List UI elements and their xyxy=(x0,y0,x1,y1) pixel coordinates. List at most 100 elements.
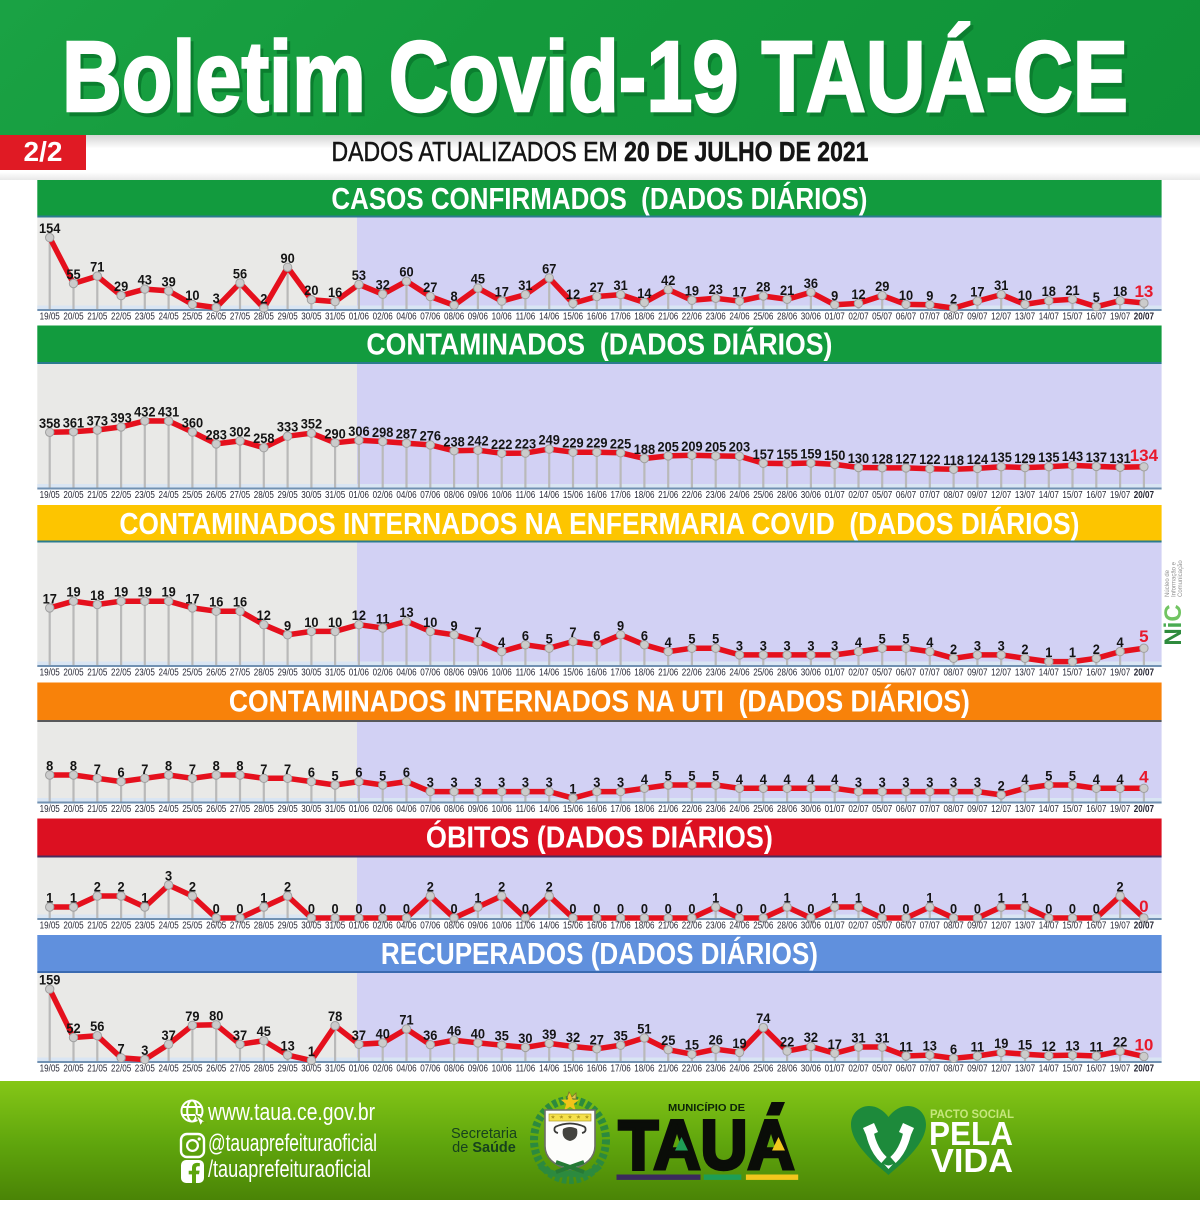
svg-text:5: 5 xyxy=(379,768,387,784)
svg-text:4: 4 xyxy=(1117,635,1125,651)
svg-text:287: 287 xyxy=(396,426,417,442)
svg-text:31: 31 xyxy=(875,1030,890,1046)
svg-text:8: 8 xyxy=(236,758,243,774)
svg-text:/tauaprefeituraoficial: /tauaprefeituraoficial xyxy=(208,1156,371,1183)
svg-text:155: 155 xyxy=(776,447,798,463)
svg-text:20/07: 20/07 xyxy=(1134,489,1154,500)
svg-text:01/07: 01/07 xyxy=(825,310,845,321)
svg-text:14/06: 14/06 xyxy=(539,310,559,321)
svg-text:04/06: 04/06 xyxy=(396,310,416,321)
svg-text:25/05: 25/05 xyxy=(182,310,202,321)
svg-text:Secretaria: Secretaria xyxy=(451,1126,518,1142)
svg-text:21/05: 21/05 xyxy=(87,666,107,677)
svg-text:26/05: 26/05 xyxy=(206,919,226,930)
svg-text:2: 2 xyxy=(998,778,1005,794)
svg-text:07/07: 07/07 xyxy=(920,919,940,930)
svg-text:276: 276 xyxy=(420,428,441,444)
svg-text:28/05: 28/05 xyxy=(254,1062,274,1073)
svg-text:238: 238 xyxy=(443,434,464,450)
svg-text:30/06: 30/06 xyxy=(801,310,821,321)
svg-text:14/07: 14/07 xyxy=(1039,1062,1059,1073)
svg-text:5: 5 xyxy=(879,631,887,647)
svg-text:26/05: 26/05 xyxy=(206,803,226,814)
svg-text:12: 12 xyxy=(1042,1039,1056,1055)
svg-text:1: 1 xyxy=(1021,890,1029,906)
svg-text:15/07: 15/07 xyxy=(1062,803,1082,814)
svg-text:Informação e: Informação e xyxy=(1172,561,1178,597)
svg-text:4: 4 xyxy=(641,771,649,787)
svg-text:4: 4 xyxy=(831,771,839,787)
svg-text:11/06: 11/06 xyxy=(516,1062,536,1073)
svg-text:6: 6 xyxy=(641,628,648,644)
svg-text:13/07: 13/07 xyxy=(1015,310,1035,321)
svg-text:12/07: 12/07 xyxy=(991,310,1011,321)
svg-text:4: 4 xyxy=(760,771,768,787)
svg-text:118: 118 xyxy=(943,452,964,468)
svg-text:90: 90 xyxy=(280,250,294,266)
svg-text:0: 0 xyxy=(736,901,743,917)
svg-text:0: 0 xyxy=(950,901,957,917)
svg-text:22/06: 22/06 xyxy=(682,1062,702,1073)
svg-text:11/06: 11/06 xyxy=(516,489,536,500)
svg-text:30/06: 30/06 xyxy=(801,1062,821,1073)
svg-text:24/05: 24/05 xyxy=(159,919,179,930)
svg-text:37: 37 xyxy=(233,1027,247,1043)
svg-text:30/05: 30/05 xyxy=(301,310,321,321)
svg-text:07/06: 07/06 xyxy=(420,919,440,930)
svg-text:2: 2 xyxy=(118,879,125,895)
svg-text:53: 53 xyxy=(352,267,366,283)
svg-text:3: 3 xyxy=(807,638,814,654)
svg-text:30: 30 xyxy=(518,1030,532,1046)
svg-text:19: 19 xyxy=(685,283,699,299)
svg-text:30/05: 30/05 xyxy=(301,489,321,500)
svg-text:298: 298 xyxy=(372,425,393,441)
svg-text:www.taua.ce.gov.br: www.taua.ce.gov.br xyxy=(207,1099,375,1126)
svg-text:2: 2 xyxy=(189,879,196,895)
svg-text:79: 79 xyxy=(185,1008,199,1024)
svg-text:22/05: 22/05 xyxy=(111,489,131,500)
svg-text:16: 16 xyxy=(209,594,223,610)
svg-text:19: 19 xyxy=(114,584,128,600)
svg-text:23/05: 23/05 xyxy=(135,1062,155,1073)
svg-text:67: 67 xyxy=(542,261,556,277)
svg-text:13: 13 xyxy=(399,604,413,620)
svg-text:01/06: 01/06 xyxy=(349,1062,369,1073)
svg-text:25/06: 25/06 xyxy=(753,919,773,930)
svg-text:19/05: 19/05 xyxy=(40,919,60,930)
svg-text:19/07: 19/07 xyxy=(1110,1062,1130,1073)
svg-text:143: 143 xyxy=(1062,448,1083,464)
svg-text:09/06: 09/06 xyxy=(468,310,488,321)
svg-text:07/06: 07/06 xyxy=(420,803,440,814)
svg-text:08/07: 08/07 xyxy=(944,1062,964,1073)
svg-text:2: 2 xyxy=(284,879,291,895)
svg-text:1: 1 xyxy=(998,890,1006,906)
svg-text:17: 17 xyxy=(970,284,984,300)
svg-text:19/05: 19/05 xyxy=(40,803,60,814)
svg-text:02/07: 02/07 xyxy=(848,310,868,321)
svg-text:29/05: 29/05 xyxy=(278,666,298,677)
svg-text:242: 242 xyxy=(467,433,488,449)
svg-text:22/05: 22/05 xyxy=(111,310,131,321)
svg-text:10: 10 xyxy=(1018,287,1032,303)
svg-text:55: 55 xyxy=(66,267,81,283)
svg-text:74: 74 xyxy=(756,1011,771,1027)
svg-text:56: 56 xyxy=(90,1019,104,1035)
svg-text:07/06: 07/06 xyxy=(420,489,440,500)
svg-text:1: 1 xyxy=(569,781,577,797)
svg-text:40: 40 xyxy=(376,1026,390,1042)
svg-text:14/07: 14/07 xyxy=(1039,919,1059,930)
svg-text:31/05: 31/05 xyxy=(325,1062,345,1073)
svg-text:21/05: 21/05 xyxy=(87,919,107,930)
svg-text:27/05: 27/05 xyxy=(230,919,250,930)
svg-text:07/07: 07/07 xyxy=(920,666,940,677)
svg-text:45: 45 xyxy=(471,271,486,287)
svg-text:0: 0 xyxy=(1093,901,1100,917)
svg-text:09/07: 09/07 xyxy=(967,919,987,930)
svg-text:06/07: 06/07 xyxy=(896,919,916,930)
svg-text:249: 249 xyxy=(539,432,560,448)
svg-text:08/06: 08/06 xyxy=(444,919,464,930)
svg-text:17: 17 xyxy=(495,284,509,300)
svg-text:26: 26 xyxy=(709,1032,723,1048)
svg-text:39: 39 xyxy=(542,1026,556,1042)
svg-text:4: 4 xyxy=(784,771,792,787)
